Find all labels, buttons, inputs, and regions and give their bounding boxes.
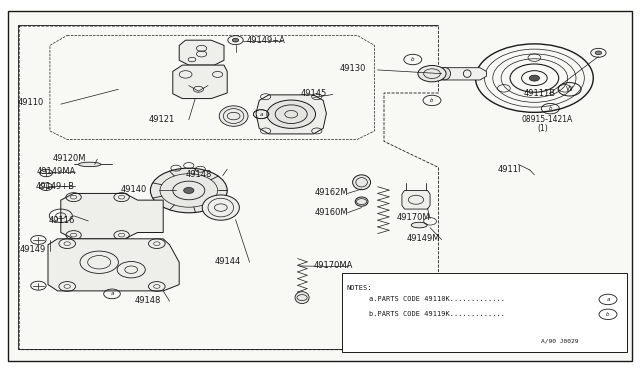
Text: 49111B: 49111B — [524, 89, 556, 97]
Text: 49110: 49110 — [18, 98, 44, 107]
Text: b: b — [548, 106, 552, 111]
Ellipse shape — [439, 68, 451, 80]
Text: 49148: 49148 — [134, 296, 161, 305]
Text: 49170MA: 49170MA — [314, 262, 353, 270]
Polygon shape — [48, 239, 179, 291]
Text: 49149: 49149 — [19, 246, 45, 254]
Circle shape — [184, 187, 194, 193]
Text: 4911I: 4911I — [498, 165, 522, 174]
Polygon shape — [438, 68, 486, 80]
Text: 49120M: 49120M — [52, 154, 86, 163]
Bar — [342, 273, 627, 352]
Text: b: b — [411, 57, 415, 62]
Text: a: a — [606, 297, 610, 302]
Text: 49148: 49148 — [186, 170, 212, 179]
Text: 49160M: 49160M — [315, 208, 349, 217]
Text: 49121: 49121 — [148, 115, 175, 124]
Polygon shape — [256, 95, 326, 134]
Polygon shape — [179, 40, 224, 65]
Ellipse shape — [219, 106, 248, 126]
Text: (1): (1) — [538, 124, 548, 133]
Text: b: b — [606, 312, 610, 317]
Text: 49162M: 49162M — [315, 188, 349, 197]
Text: 49149+A: 49149+A — [246, 36, 285, 45]
Text: 49140: 49140 — [120, 185, 147, 194]
Ellipse shape — [295, 292, 309, 304]
Text: a.PARTS CODE 49110K.............: a.PARTS CODE 49110K............. — [369, 296, 504, 302]
Text: 49149M: 49149M — [406, 234, 440, 243]
Circle shape — [595, 51, 602, 55]
Ellipse shape — [202, 195, 239, 220]
Polygon shape — [173, 65, 227, 99]
Ellipse shape — [355, 197, 368, 206]
Text: b.PARTS CODE 49119K.............: b.PARTS CODE 49119K............. — [369, 311, 504, 317]
Text: 49130: 49130 — [339, 64, 365, 73]
Text: A/90 J0029: A/90 J0029 — [541, 339, 579, 344]
Ellipse shape — [412, 222, 428, 228]
Text: 49116: 49116 — [49, 216, 75, 225]
Text: a: a — [110, 291, 114, 296]
Text: 49170M: 49170M — [397, 213, 431, 222]
Text: b: b — [430, 98, 434, 103]
Text: 49144: 49144 — [214, 257, 241, 266]
Polygon shape — [402, 190, 430, 209]
Text: 49145: 49145 — [301, 89, 327, 98]
Text: 49149MA: 49149MA — [37, 167, 76, 176]
Text: a: a — [259, 112, 263, 117]
Ellipse shape — [79, 162, 101, 167]
Circle shape — [150, 168, 227, 213]
Circle shape — [529, 75, 540, 81]
Circle shape — [418, 65, 446, 82]
Polygon shape — [61, 193, 163, 239]
Text: 49149+B: 49149+B — [35, 182, 74, 190]
Circle shape — [232, 38, 239, 42]
Text: NOTES:: NOTES: — [347, 285, 372, 291]
Text: W: W — [566, 86, 573, 92]
Circle shape — [267, 100, 316, 128]
Text: 08915-1421A: 08915-1421A — [522, 115, 573, 124]
Ellipse shape — [353, 175, 371, 190]
